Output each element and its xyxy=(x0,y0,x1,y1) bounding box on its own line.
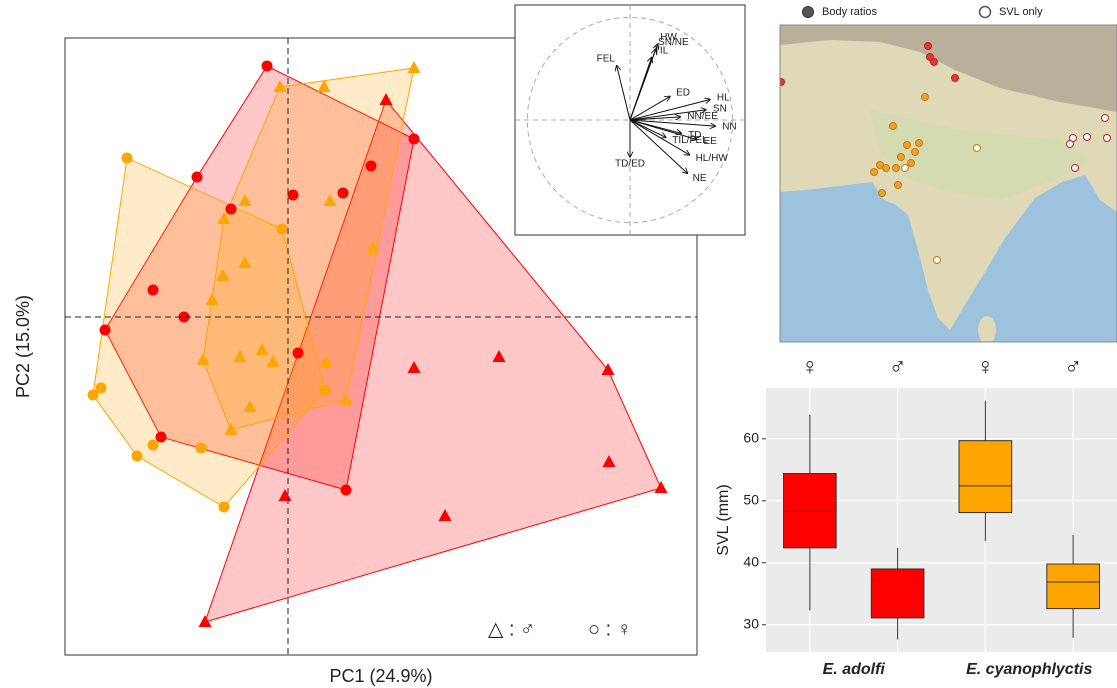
box xyxy=(871,569,924,618)
loading-label: TIL/FEL xyxy=(672,135,708,146)
legend-label: ○ : ♀ xyxy=(588,618,632,640)
box xyxy=(1047,564,1100,609)
point xyxy=(219,502,230,513)
site xyxy=(879,190,886,197)
point xyxy=(262,61,273,72)
y-tick-label: 50 xyxy=(743,491,759,507)
site xyxy=(912,149,919,156)
site xyxy=(778,79,785,86)
site xyxy=(883,165,890,172)
y-tick-label: 40 xyxy=(743,553,759,569)
point xyxy=(132,451,143,462)
point xyxy=(100,325,111,336)
site xyxy=(893,165,900,172)
site xyxy=(908,160,915,167)
loading-label: FEL xyxy=(597,53,616,64)
site xyxy=(1072,165,1079,172)
site xyxy=(871,169,878,176)
site xyxy=(922,94,929,101)
site xyxy=(931,59,938,66)
site xyxy=(974,145,981,152)
point xyxy=(196,443,207,454)
point xyxy=(366,161,377,172)
site xyxy=(1084,134,1091,141)
point xyxy=(320,385,331,396)
point xyxy=(288,190,299,201)
sex-label: ♀ xyxy=(801,353,819,380)
site xyxy=(952,75,959,82)
site xyxy=(1067,141,1074,148)
group-label: E. cyanophlyctis xyxy=(966,661,1092,678)
legend-label: △ : ♂ xyxy=(488,618,535,640)
sex-label: ♂ xyxy=(889,353,907,380)
y-tick-label: 60 xyxy=(743,430,759,446)
map xyxy=(778,25,1117,344)
legend-label: Body ratios xyxy=(822,6,878,18)
group-label: E. adolfi xyxy=(823,661,886,678)
point xyxy=(88,390,99,401)
island xyxy=(978,316,996,344)
legend-marker xyxy=(803,7,814,18)
legend-label: SVL only xyxy=(999,6,1043,18)
sex-label: ♂ xyxy=(1064,353,1082,380)
point xyxy=(122,153,133,164)
loading-label: TD/ED xyxy=(615,159,645,170)
y-tick-label: 30 xyxy=(743,615,759,631)
box xyxy=(784,474,837,548)
loading-label: NE xyxy=(693,173,707,184)
site xyxy=(1102,115,1109,122)
site xyxy=(904,142,911,149)
point xyxy=(156,432,167,443)
point xyxy=(277,224,288,235)
x-axis-label: PC1 (24.9%) xyxy=(329,666,432,686)
site xyxy=(895,182,902,189)
loading-label: NN/EE xyxy=(687,111,718,122)
figure: Body ratios SVL only PC1 (24.9%) PC2 (15.… xyxy=(0,0,1117,688)
loading-label: HL/HW xyxy=(696,153,729,164)
sex-label: ♀ xyxy=(976,353,994,380)
loading-label: NN xyxy=(722,121,736,132)
site xyxy=(916,140,923,147)
site xyxy=(902,165,909,172)
page: {"chart_data": [ {"type": "scatter", "xl… xyxy=(0,0,1117,688)
legend-marker xyxy=(980,7,991,18)
y-axis-label: SVL (mm) xyxy=(715,484,732,555)
site xyxy=(890,123,897,130)
y-axis-label: PC2 (15.0%) xyxy=(13,295,33,398)
loading-label: ED xyxy=(676,87,690,98)
loading-label: HL xyxy=(717,92,730,103)
point xyxy=(192,172,203,183)
loading-label: TIL xyxy=(654,45,669,56)
point xyxy=(148,440,159,451)
point xyxy=(409,134,420,145)
point xyxy=(341,485,352,496)
point xyxy=(293,348,304,359)
site xyxy=(898,154,905,161)
point xyxy=(226,204,237,215)
site xyxy=(1104,135,1111,142)
point xyxy=(338,188,349,199)
site xyxy=(934,257,941,264)
point xyxy=(148,285,159,296)
box xyxy=(959,441,1012,513)
site xyxy=(925,43,932,50)
